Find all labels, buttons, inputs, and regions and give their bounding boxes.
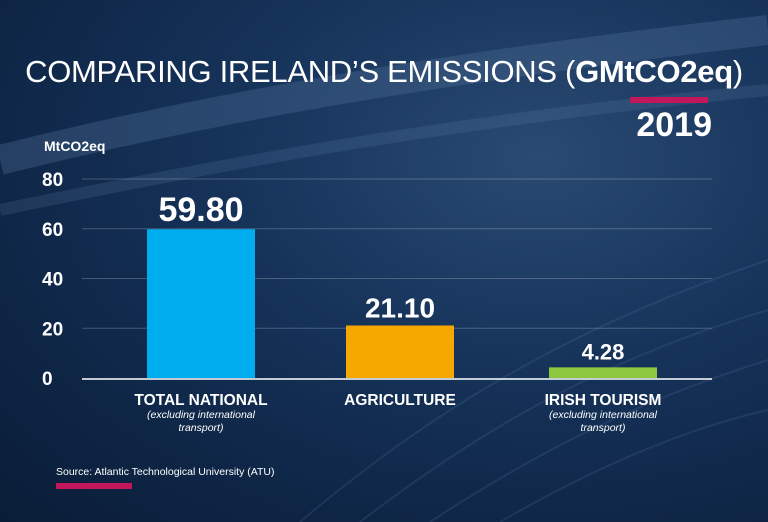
bar-value-label: 59.80 <box>158 191 243 229</box>
source-accent-underline <box>56 483 132 489</box>
y-axis-unit-label: MtCO2eq <box>44 138 106 154</box>
y-tick-label: 20 <box>42 319 63 340</box>
bar <box>549 367 657 378</box>
year-label: 2019 <box>636 106 712 144</box>
bar <box>346 325 454 378</box>
title-unit-bold: GMtCO2eq <box>575 54 733 89</box>
title-main-text: COMPARING IRELAND’S EMISSIONS ( <box>25 54 576 89</box>
source-caption: Source: Atlantic Technological Universit… <box>56 466 275 478</box>
y-tick-label: 60 <box>42 220 63 241</box>
chart-title: COMPARING IRELAND’S EMISSIONS (GMtCO2eq) <box>0 54 768 90</box>
y-tick-label: 80 <box>42 170 63 191</box>
x-category-label: IRISH TOURISM <box>545 392 662 409</box>
y-tick-label: 0 <box>42 369 53 390</box>
title-close-paren: ) <box>732 54 743 89</box>
x-category-label: TOTAL NATIONAL <box>134 392 267 409</box>
category-note-irish-tourism: (excluding international transport) <box>549 409 657 434</box>
x-category-label: AGRICULTURE <box>344 392 456 409</box>
bar <box>147 229 255 378</box>
y-tick-label: 40 <box>42 270 63 291</box>
bar-value-label: 4.28 <box>582 339 625 364</box>
bar-value-label: 21.10 <box>365 293 435 324</box>
category-note-total-national: (excluding international transport) <box>147 409 255 434</box>
title-accent-underline <box>630 97 708 103</box>
